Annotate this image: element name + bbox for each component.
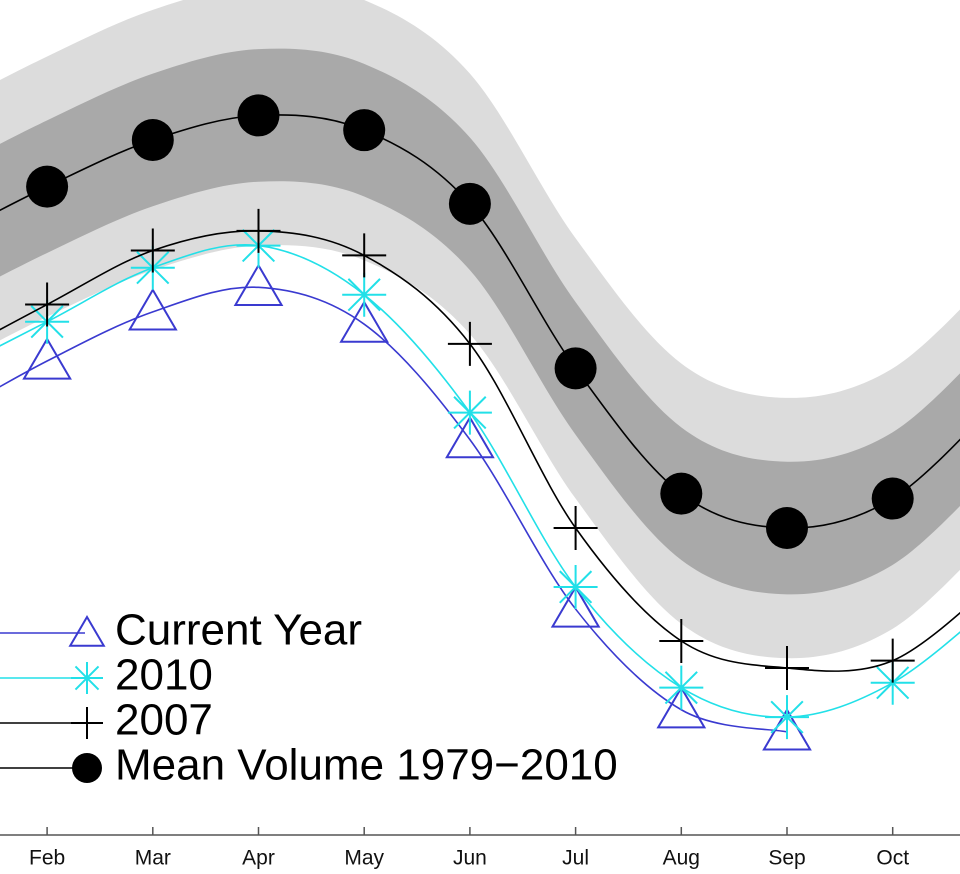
marker: [237, 94, 280, 137]
marker: [765, 695, 809, 740]
marker: [131, 118, 174, 161]
band: [0, 48, 960, 595]
marker: [766, 507, 808, 550]
legend-label: 2010: [115, 651, 213, 700]
series-line: [0, 244, 960, 718]
x-tick-label: Sep: [768, 847, 805, 870]
marker: [659, 665, 704, 710]
x-tick-label: Apr: [242, 847, 275, 870]
marker: [871, 477, 914, 520]
marker: [339, 300, 390, 343]
x-tick-label: Jul: [562, 847, 589, 870]
marker: [71, 662, 103, 694]
marker: [71, 707, 103, 739]
marker: [22, 337, 72, 380]
marker: [26, 165, 69, 208]
marker: [553, 564, 598, 609]
marker: [130, 228, 175, 273]
marker: [448, 182, 491, 225]
x-tick-label: Mar: [135, 847, 171, 870]
x-tick-label: Aug: [663, 847, 700, 870]
legend-label: 2007: [115, 696, 213, 745]
marker: [447, 321, 492, 366]
series-line: [0, 286, 788, 733]
x-tick-label: Jun: [453, 847, 487, 870]
marker: [447, 390, 492, 435]
marker: [236, 208, 281, 253]
marker: [553, 506, 598, 551]
plot-area: [0, 0, 960, 751]
marker: [72, 753, 102, 783]
marker: [343, 109, 386, 152]
legend-label: Mean Volume 1979−2010: [115, 741, 618, 790]
x-tick-label: Feb: [29, 847, 65, 870]
legend-label: Current Year: [115, 606, 362, 655]
marker: [870, 660, 915, 705]
marker: [660, 472, 703, 515]
series-line: [0, 230, 960, 672]
marker: [550, 585, 601, 628]
marker: [656, 685, 707, 729]
x-tick-label: Oct: [876, 847, 909, 870]
marker: [870, 638, 915, 683]
marker: [233, 263, 284, 306]
marker: [659, 618, 704, 663]
marker: [127, 287, 178, 331]
marker: [68, 615, 106, 647]
marker: [445, 415, 495, 459]
x-tick-label: May: [344, 847, 384, 870]
marker: [25, 282, 70, 327]
marker: [554, 347, 597, 390]
marker: [342, 272, 387, 317]
marker: [765, 646, 809, 690]
marker: [342, 233, 387, 278]
